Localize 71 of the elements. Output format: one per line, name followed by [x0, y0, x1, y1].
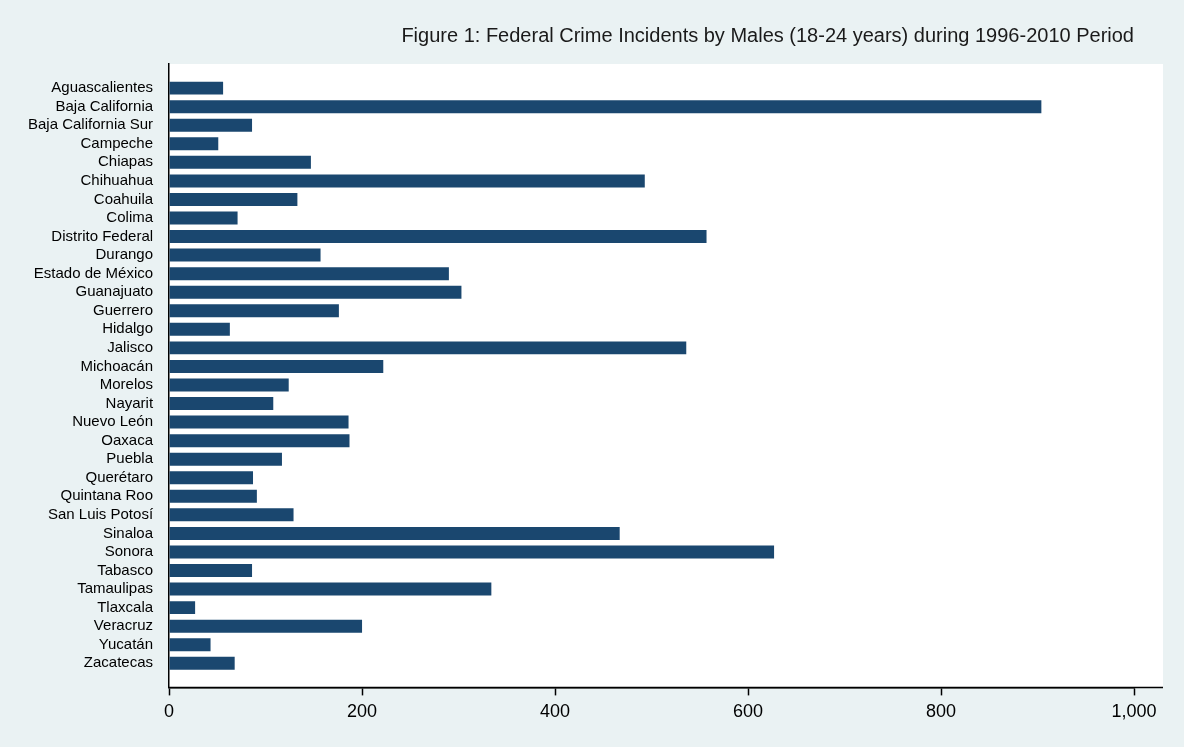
y-tick-label: Oaxaca — [101, 430, 154, 448]
y-tick-label: Baja California — [55, 96, 154, 114]
y-tick-label: Sinaloa — [103, 523, 154, 541]
bar — [169, 619, 363, 633]
y-tick-label: San Luis Potosí — [47, 504, 154, 522]
bar — [169, 564, 253, 578]
y-tick-label: Zacatecas — [83, 653, 154, 671]
bar — [169, 471, 254, 485]
y-tick-label: Chiapas — [98, 152, 154, 170]
bar — [169, 434, 350, 448]
bar — [169, 248, 321, 262]
x-tick-label: 200 — [347, 701, 378, 722]
bar — [169, 526, 620, 540]
bar — [169, 638, 211, 652]
y-tick-label: Distrito Federal — [51, 226, 154, 244]
y-tick-label: Puebla — [106, 449, 154, 467]
x-tick-label: 400 — [540, 701, 571, 722]
y-tick-label: Baja California Sur — [28, 115, 154, 133]
y-tick-label: Guanajuato — [75, 282, 154, 300]
y-tick-label: Querétaro — [85, 467, 154, 485]
y-tick-label: Veracruz — [93, 616, 154, 634]
bar — [169, 378, 289, 392]
bar — [169, 322, 230, 336]
bar — [169, 100, 1042, 114]
chart-title: Figure 1: Federal Crime Incidents by Males (18-24 years) during 1996-2010 Period — [401, 23, 1134, 46]
bar — [169, 341, 687, 355]
y-tick-label: Sonora — [104, 542, 154, 560]
bar — [169, 508, 294, 522]
y-tick-label: Tlaxcala — [97, 597, 154, 615]
bar — [169, 304, 339, 318]
bar — [169, 489, 257, 503]
y-tick-label: Nuevo León — [72, 412, 154, 430]
bar — [169, 155, 311, 169]
bar — [169, 545, 775, 559]
y-tick-label: Estado de México — [33, 263, 154, 281]
y-tick-label: Nayarit — [105, 393, 154, 411]
y-tick-label: Tabasco — [97, 560, 154, 578]
y-tick-label: Tamaulipas — [77, 579, 154, 597]
bar — [169, 267, 449, 281]
x-tick-label: 800 — [925, 701, 957, 722]
y-tick-label: Aguascalientes — [51, 78, 154, 96]
bar — [169, 656, 235, 670]
bar — [169, 582, 492, 596]
y-tick-label: Yucatán — [98, 634, 154, 652]
bar — [169, 397, 274, 411]
bar — [169, 81, 224, 95]
bar — [169, 601, 196, 615]
bar — [169, 137, 219, 151]
y-tick-label: Guerrero — [93, 300, 154, 318]
bar — [169, 192, 298, 206]
y-tick-label: Chihuahua — [80, 171, 154, 189]
y-tick-label: Colima — [106, 208, 154, 226]
bar — [169, 285, 462, 299]
bar — [169, 359, 384, 373]
x-tick-label: 600 — [733, 701, 764, 722]
y-tick-label: Campeche — [80, 133, 154, 151]
bar — [169, 211, 238, 225]
y-tick-label: Quintana Roo — [60, 486, 154, 504]
y-tick-label: Hidalgo — [102, 319, 154, 337]
bar — [169, 415, 349, 429]
y-tick-label: Morelos — [99, 375, 154, 393]
y-tick-label: Coahuila — [93, 189, 154, 207]
bar — [169, 174, 645, 188]
y-tick-label: Durango — [95, 245, 154, 263]
y-tick-label: Michoacán — [80, 356, 154, 374]
x-tick-label: 0 — [164, 701, 175, 722]
bar — [169, 118, 253, 132]
bar — [169, 230, 707, 244]
x-tick-label: 1,000 — [1111, 701, 1157, 722]
bar — [169, 452, 282, 466]
y-tick-label: Jalisco — [107, 338, 154, 356]
